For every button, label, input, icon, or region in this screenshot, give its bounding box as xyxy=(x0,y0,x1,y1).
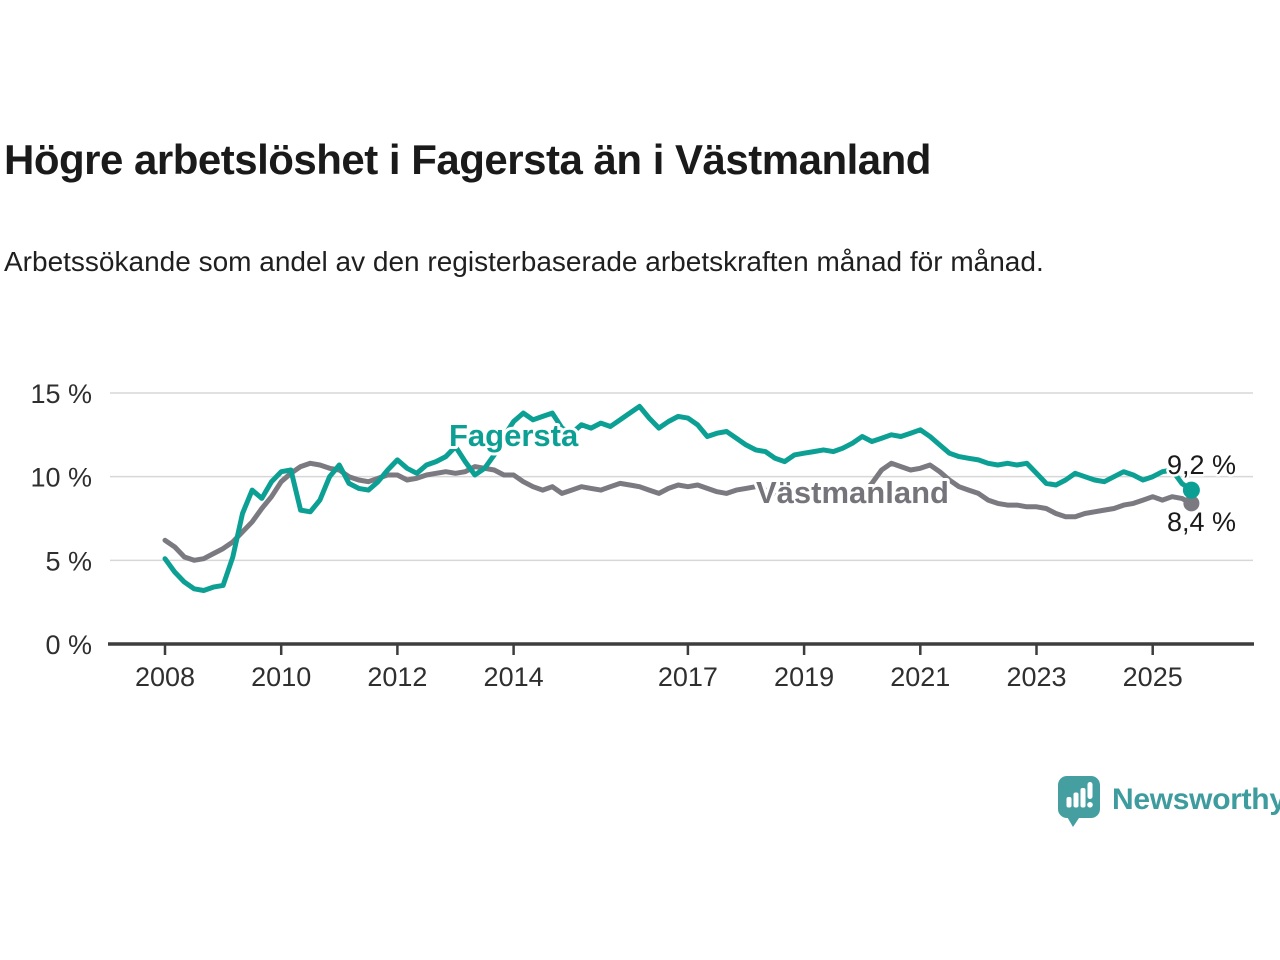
series-label-västmanland: Västmanland xyxy=(756,475,949,510)
series-end-dot-fagersta xyxy=(1182,481,1200,499)
newsworthy-logo-icon xyxy=(1058,776,1100,827)
x-tick-label: 2012 xyxy=(367,662,427,692)
logo-bar-1 xyxy=(1066,797,1072,808)
newsworthy-logo-text: Newsworthy xyxy=(1112,783,1280,816)
x-tick-label: 2008 xyxy=(135,662,195,692)
end-value-label-fagersta: 9,2 % xyxy=(1167,450,1236,480)
y-tick-label: 15 % xyxy=(30,379,92,409)
logo-speech-tail xyxy=(1066,815,1081,827)
series-label-fagersta: Fagersta xyxy=(449,418,579,453)
x-tick-label: 2021 xyxy=(890,662,950,692)
x-tick-label: 2019 xyxy=(774,662,834,692)
logo-exclamation-dot xyxy=(1087,802,1093,808)
series-line-fagersta xyxy=(162,403,1194,593)
newsworthy-logo: Newsworthy xyxy=(1056,772,1280,828)
y-tick-label: 0 % xyxy=(45,630,92,660)
x-tick-label: 2014 xyxy=(484,662,544,692)
x-tick-label: 2023 xyxy=(1006,662,1066,692)
y-tick-label: 5 % xyxy=(45,546,92,576)
chart-subtitle: Arbetssökande som andel av den registerb… xyxy=(4,246,1044,277)
chart-title: Högre arbetslöshet i Fagersta än i Västm… xyxy=(4,136,931,183)
logo-bar-2 xyxy=(1073,792,1079,808)
x-tick-label: 2010 xyxy=(251,662,311,692)
logo-bar-3 xyxy=(1080,788,1086,808)
x-tick-label: 2025 xyxy=(1123,662,1183,692)
logo-exclamation-bar xyxy=(1087,782,1093,799)
x-tick-label: 2017 xyxy=(658,662,718,692)
end-value-label-västmanland: 8,4 % xyxy=(1167,507,1236,537)
series-end-dot-västmanland xyxy=(1183,495,1200,512)
y-tick-label: 10 % xyxy=(30,463,92,493)
